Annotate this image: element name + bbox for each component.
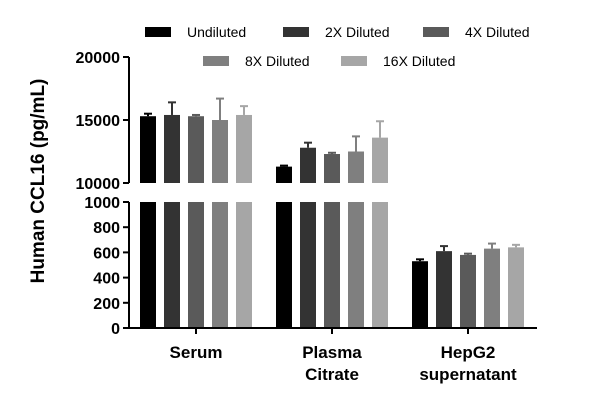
bar-3-1-lower [348,202,364,328]
legend-label-3: 8X Diluted [245,53,310,69]
y-tick-label-200: 200 [93,296,120,313]
bar-4-0-upper [236,114,252,183]
bar-1-0-upper [164,114,180,183]
legend-swatch-2 [423,27,449,37]
x-tick-label-0: Serum [170,343,223,362]
bar-2-0-lower [188,202,204,328]
bar-0-0-upper [140,116,156,183]
y-tick-label-10000: 10000 [76,176,121,193]
y-tick-label-15000: 15000 [76,113,121,130]
bar-4-1-lower [372,202,388,328]
bar-3-0-upper [212,120,228,183]
x-tick-label-1-line1: Citrate [305,365,359,384]
legend: Undiluted 2X Diluted 4X Diluted 8X Diluted 1… [145,24,530,69]
y-axis-label: Human CCL16 (pg/mL) [28,79,49,284]
bar-1-0-lower [164,202,180,328]
y-tick-label-0: 0 [111,321,120,338]
y-tick-label-800: 800 [93,220,120,237]
bar-0-1-lower [276,202,292,328]
legend-swatch-1 [283,27,309,37]
bar-1-1-lower [300,202,316,328]
bar-3-0-lower [212,202,228,328]
y-tick-label-400: 400 [93,271,120,288]
x-tick-label-1-line0: Plasma [302,343,362,362]
bar-1-2 [436,251,452,328]
error-bars [144,97,520,262]
bar-0-1-upper [276,166,292,183]
bar-2-1-upper [324,154,340,183]
bar-2-1-lower [324,202,340,328]
bars [140,114,524,328]
legend-swatch-0 [145,27,171,37]
bar-4-0-lower [236,202,252,328]
y-tick-label-600: 600 [93,245,120,262]
bar-3-1-upper [348,151,364,183]
legend-label-2: 4X Diluted [465,24,530,40]
x-tick-label-2-line0: HepG2 [441,343,496,362]
legend-label-0: Undiluted [187,24,246,40]
bar-0-0-lower [140,202,156,328]
bar-2-2 [460,254,476,328]
legend-swatch-3 [203,56,229,66]
bar-4-1-upper [372,137,388,183]
bar-3-2 [484,248,500,328]
bar-0-2 [412,261,428,328]
legend-label-1: 2X Diluted [325,24,390,40]
x-tick-label-2-line1: supernatant [419,365,517,384]
legend-swatch-4 [341,56,367,66]
x-axis-labels: Serum Plasma Citrate HepG2 supernatant [170,328,517,384]
legend-label-4: 16X Diluted [383,53,455,69]
bar-2-0-upper [188,116,204,183]
bar-4-2 [508,247,524,328]
bar-1-1-upper [300,147,316,183]
y-tick-label-1000: 1000 [84,195,120,212]
y-tick-label-20000: 20000 [76,50,121,67]
